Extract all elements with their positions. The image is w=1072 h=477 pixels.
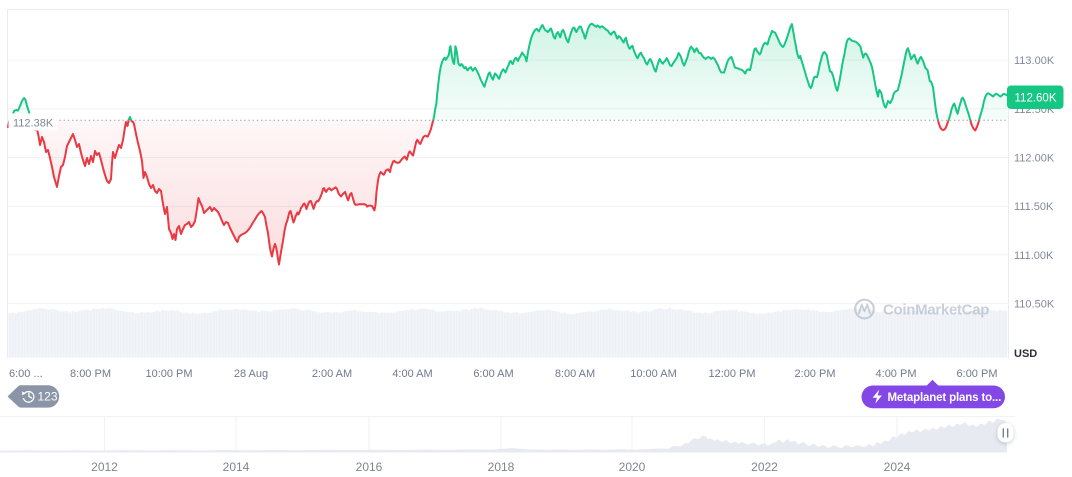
svg-text:113.00K: 113.00K bbox=[1014, 55, 1055, 67]
svg-text:28 Aug: 28 Aug bbox=[234, 368, 268, 380]
svg-text:6:00 ...: 6:00 ... bbox=[9, 368, 43, 380]
svg-text:10:00 AM: 10:00 AM bbox=[630, 368, 676, 380]
svg-text:6:00 PM: 6:00 PM bbox=[957, 368, 998, 380]
svg-text:111.50K: 111.50K bbox=[1014, 201, 1054, 213]
svg-text:12:00 PM: 12:00 PM bbox=[708, 368, 755, 380]
svg-text:112.38K: 112.38K bbox=[13, 118, 54, 130]
svg-text:2018: 2018 bbox=[488, 460, 515, 474]
svg-text:112.60K: 112.60K bbox=[1015, 93, 1057, 105]
svg-text:8:00 PM: 8:00 PM bbox=[70, 368, 111, 380]
svg-text:8:00 AM: 8:00 AM bbox=[555, 368, 595, 380]
svg-text:112.00K: 112.00K bbox=[1014, 153, 1055, 165]
svg-text:2014: 2014 bbox=[223, 460, 250, 474]
svg-text:Metaplanet plans to...: Metaplanet plans to... bbox=[888, 392, 1002, 404]
svg-text:10:00 PM: 10:00 PM bbox=[145, 368, 192, 380]
svg-text:2012: 2012 bbox=[91, 460, 118, 474]
svg-text:2022: 2022 bbox=[751, 460, 778, 474]
svg-text:2024: 2024 bbox=[884, 460, 911, 474]
svg-text:2:00 AM: 2:00 AM bbox=[312, 368, 352, 380]
svg-text:2016: 2016 bbox=[356, 460, 383, 474]
svg-text:6:00 AM: 6:00 AM bbox=[473, 368, 513, 380]
svg-text:110.50K: 110.50K bbox=[1014, 299, 1055, 311]
svg-text:CoinMarketCap: CoinMarketCap bbox=[883, 302, 989, 319]
svg-text:2:00 PM: 2:00 PM bbox=[795, 368, 836, 380]
svg-text:USD: USD bbox=[1014, 348, 1037, 360]
svg-text:4:00 PM: 4:00 PM bbox=[876, 368, 917, 380]
svg-text:2020: 2020 bbox=[619, 460, 646, 474]
svg-text:4:00 AM: 4:00 AM bbox=[392, 368, 432, 380]
svg-text:111.00K: 111.00K bbox=[1014, 250, 1054, 262]
svg-text:123: 123 bbox=[38, 390, 58, 404]
